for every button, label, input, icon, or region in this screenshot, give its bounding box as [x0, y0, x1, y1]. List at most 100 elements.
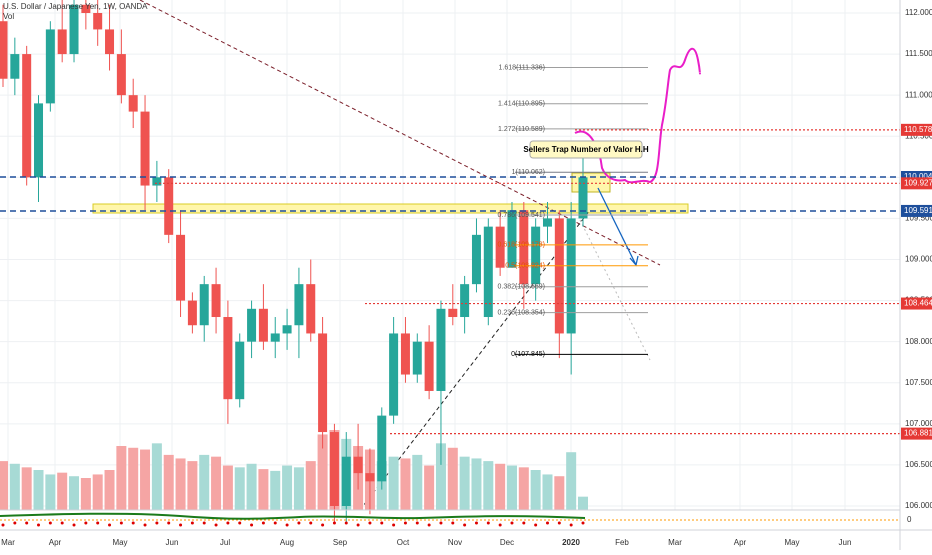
volume-bar: [305, 461, 316, 510]
indicator-dot: [60, 521, 64, 525]
indicator-dot: [261, 521, 265, 525]
indicator-dot: [179, 523, 183, 527]
indicator-dot: [273, 521, 277, 525]
volume-bar: [578, 496, 588, 510]
indicator-dot: [545, 521, 549, 525]
volume-bar: [459, 456, 470, 510]
candle-body: [424, 341, 434, 391]
indicator-dot: [392, 523, 396, 527]
volume-bar: [128, 447, 139, 510]
candle-body: [400, 333, 410, 375]
indicator-dot: [403, 521, 407, 525]
indicator-dot: [96, 521, 100, 525]
indicator-dot: [522, 521, 526, 525]
candle-body: [365, 473, 375, 482]
volume-bar: [270, 470, 281, 510]
indicator-dot: [451, 521, 455, 525]
volume-bar: [400, 458, 411, 510]
x-tick-label: Nov: [448, 538, 462, 547]
indicator-dot: [190, 521, 194, 525]
indicator-dot: [474, 521, 478, 525]
fib-label: 0(107.845): [511, 351, 545, 358]
x-tick-label: Oct: [397, 538, 410, 547]
volume-bar: [530, 470, 541, 510]
indicator-dot: [155, 521, 159, 525]
candle-body: [270, 333, 280, 342]
candle-body: [235, 341, 245, 400]
indicator-dot: [250, 523, 254, 527]
indicator-dot: [1, 523, 5, 527]
plot-area: 1.618(111.336) 1.414(110.895) 1.272(110.58…: [0, 0, 900, 523]
candle-body: [93, 13, 103, 30]
indicator-dot: [143, 523, 147, 527]
volume-bar: [293, 467, 304, 510]
volume-bar: [175, 458, 186, 510]
x-tick-label: Dec: [500, 538, 514, 547]
y-tick-label: 110.500: [905, 131, 932, 140]
candle-body: [578, 177, 588, 219]
indicator-dot: [238, 521, 242, 525]
candle-body: [377, 415, 387, 482]
indicator-dot: [25, 521, 29, 525]
price-tag-label: 110.004: [904, 172, 932, 181]
price-tag: [901, 427, 932, 440]
volume-bar: [435, 443, 446, 510]
y-tick-label: 107.000: [905, 419, 932, 428]
candle-body: [258, 308, 268, 342]
volume-bar: [471, 458, 482, 510]
indicator-dot: [344, 521, 348, 525]
indicator-dot: [119, 521, 123, 525]
volume-bar: [0, 461, 8, 510]
candle-body: [116, 54, 126, 96]
fib-label: 1.414(110.895): [498, 101, 545, 108]
x-tick-label: Feb: [615, 538, 629, 547]
zone-rectangle: [571, 172, 611, 193]
annotation: Sellers Trap Number of Valor H.H: [523, 145, 649, 154]
candle-body: [341, 456, 351, 506]
indicator-dot: [309, 521, 313, 525]
x-tick-label: Apr: [49, 538, 62, 547]
price-tag: [901, 297, 932, 310]
fib-label: 0.382(108.669): [498, 284, 545, 291]
candle-body: [223, 317, 233, 400]
volume-bar: [424, 465, 435, 510]
indicator-dot: [463, 523, 467, 527]
candle-body: [519, 210, 529, 285]
volume-bar: [234, 467, 245, 510]
indicator-dot: [84, 521, 88, 525]
candle-body: [247, 308, 257, 342]
volume-bar: [258, 469, 269, 510]
x-tick-label: Jun: [839, 538, 852, 547]
indicator-dots: [1, 521, 585, 527]
indicator-dot: [498, 523, 502, 527]
chart-title: U.S. Dollar / Japanese Yen, 1W, OANDA: [3, 2, 148, 11]
volume-bar: [566, 452, 577, 510]
y-tick-label: 106.500: [905, 460, 932, 469]
x-tick-label: Jun: [166, 538, 179, 547]
indicator-dot: [226, 521, 230, 525]
x-tick-label: Jul: [220, 538, 230, 547]
fib-label: 0.786(109.541): [498, 212, 545, 219]
fib-label: 0.5(108.924): [505, 263, 545, 270]
volume-bar: [33, 470, 44, 510]
volume-bar: [92, 474, 103, 510]
x-tick-label: Mar: [668, 538, 682, 547]
candle-body: [176, 234, 186, 301]
y-tick-label: 111.500: [905, 49, 932, 58]
candle-body: [329, 432, 339, 506]
candle-body: [187, 300, 197, 326]
indicator-dot: [72, 523, 76, 527]
volume-bar: [388, 456, 399, 510]
candle-body: [10, 54, 20, 79]
candle-body: [531, 226, 541, 285]
indicator-dot: [415, 521, 419, 525]
indicator-dot: [167, 521, 171, 525]
candle-body: [542, 218, 552, 227]
arrow: [597, 187, 639, 267]
indicator-line: [0, 512, 586, 520]
volume-bar: [163, 454, 174, 510]
indicator-dot: [48, 521, 52, 525]
y-tick-label: 106.000: [905, 501, 932, 510]
candle-body: [45, 29, 55, 104]
